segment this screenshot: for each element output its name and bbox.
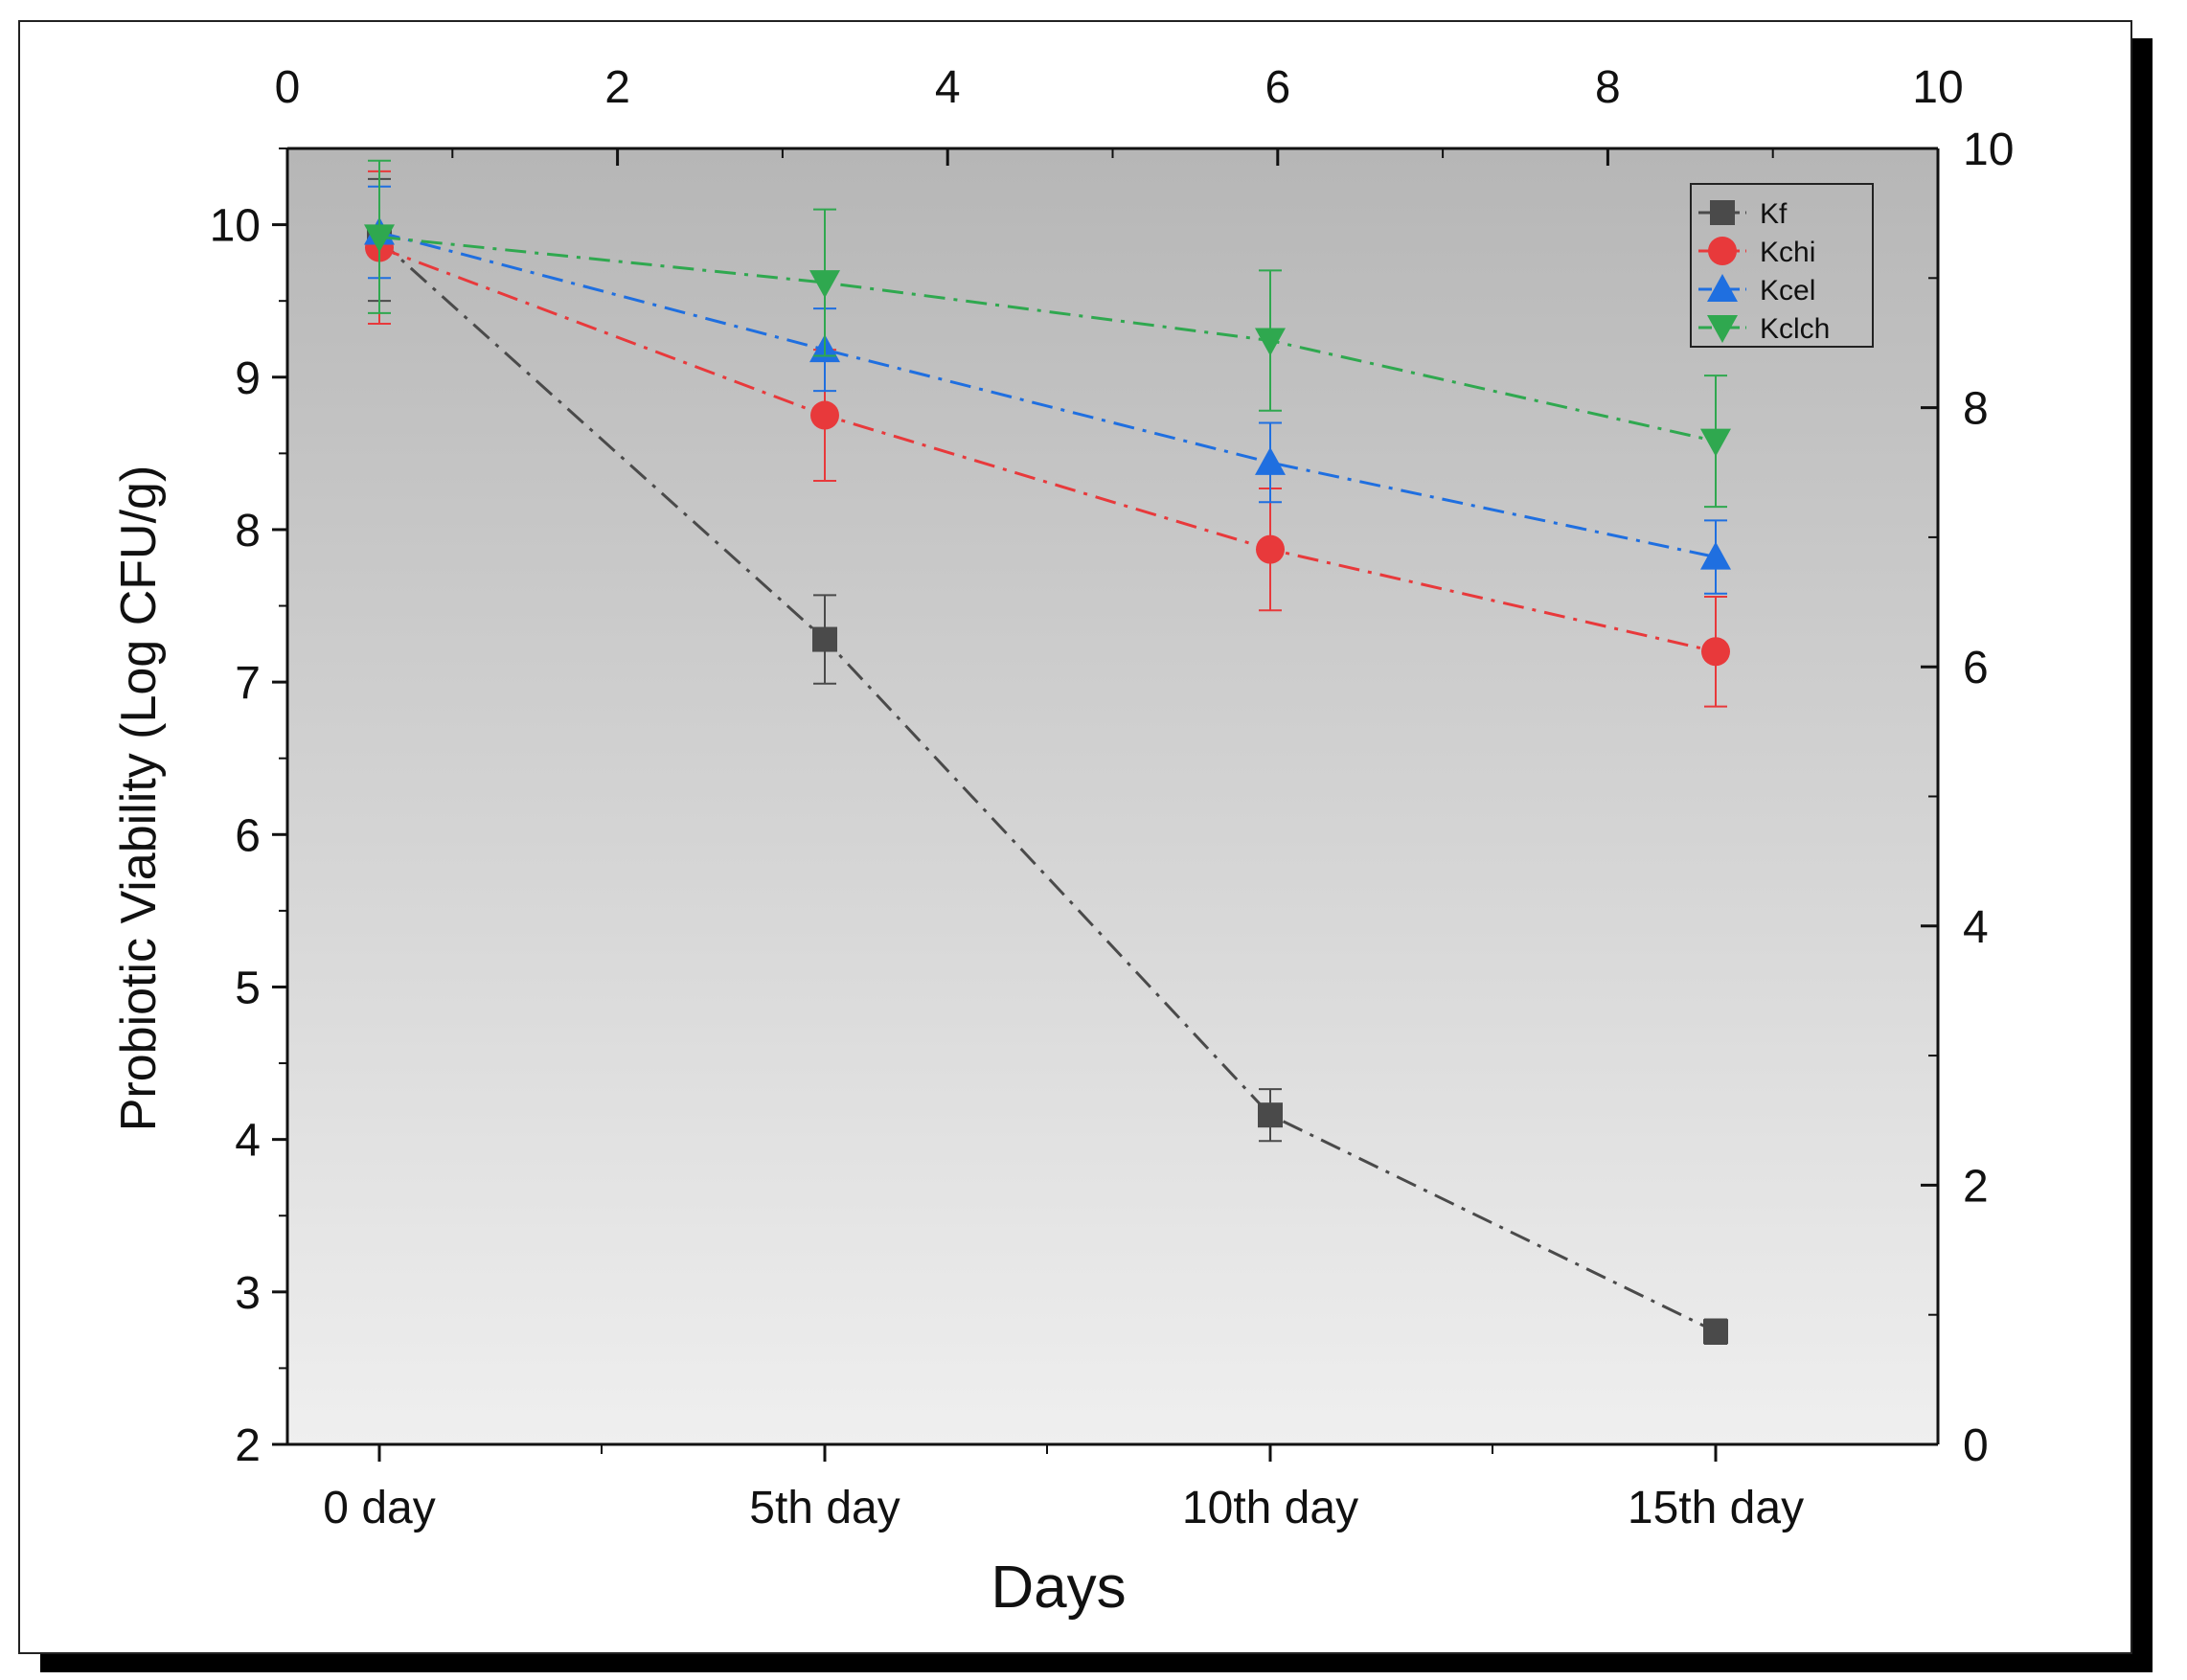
y-tick-label: 7 [235, 658, 261, 709]
legend-label-kclch: Kclch [1760, 313, 1830, 345]
x-tick-label: 15th day [1628, 1483, 1804, 1533]
legend-marker-kf [1710, 200, 1735, 225]
right-tick-label: 0 [1963, 1420, 1989, 1471]
legend-marker-kclch [1707, 315, 1738, 343]
data-point-kf [1258, 1102, 1283, 1128]
y-tick-label: 3 [235, 1268, 261, 1319]
series-line-kchi [378, 246, 1717, 653]
x-tick-label: 5th day [749, 1483, 900, 1533]
legend-label-kcel: Kcel [1760, 275, 1815, 306]
series-line-kcel [378, 231, 1717, 559]
data-point-kchi [810, 400, 839, 430]
legend-label-kf: Kf [1760, 198, 1788, 230]
x-tick-label: 0 day [323, 1483, 435, 1533]
top-tick-label: 2 [604, 62, 630, 113]
data-point-kf [812, 626, 837, 652]
data-point-kchi [1256, 534, 1285, 564]
legend-marker-kcel [1707, 274, 1738, 302]
right-tick-label: 8 [1963, 384, 1989, 435]
right-tick-label: 2 [1963, 1161, 1989, 1212]
legend-marker-kchi [1708, 237, 1737, 265]
data-point-kf [1703, 1319, 1728, 1345]
y-tick-label: 4 [235, 1116, 261, 1167]
series-line-kf [377, 238, 1717, 1333]
top-tick-label: 0 [275, 62, 301, 113]
y-tick-label: 8 [235, 506, 261, 556]
series-kclch [364, 159, 1731, 509]
y-tick-label: 5 [235, 963, 261, 1013]
plot-area [287, 148, 1938, 1444]
y-tick-label: 2 [235, 1420, 261, 1471]
x-axis-title: Days [991, 1555, 1126, 1621]
y-tick-label: 9 [235, 353, 261, 404]
data-point-kchi [1701, 637, 1730, 667]
right-tick-label: 10 [1963, 125, 2014, 175]
top-tick-label: 10 [1912, 62, 1963, 113]
top-tick-label: 8 [1595, 62, 1621, 113]
series-line-kclch [378, 235, 1717, 443]
legend-label-kchi: Kchi [1760, 237, 1815, 268]
data-point-kclch [364, 224, 395, 253]
right-tick-label: 6 [1963, 643, 1989, 693]
y-tick-label: 10 [210, 201, 261, 252]
y-axis-title: Probiotic Viability (Log CFU/g) [111, 465, 167, 1132]
data-point-kclch [1700, 428, 1731, 457]
data-point-kcel [1700, 541, 1731, 570]
data-point-kclch [809, 270, 840, 299]
x-tick-label: 10th day [1182, 1483, 1358, 1533]
top-tick-label: 6 [1264, 62, 1290, 113]
legend-box [1690, 183, 1874, 348]
data-point-kclch [1255, 328, 1286, 356]
data-point-kcel [1255, 446, 1286, 475]
top-tick-label: 4 [935, 62, 961, 113]
legend: Kf Kchi Kcel Kclch [1690, 183, 1874, 348]
right-tick-label: 4 [1963, 902, 1989, 953]
y-tick-label: 6 [235, 810, 261, 861]
